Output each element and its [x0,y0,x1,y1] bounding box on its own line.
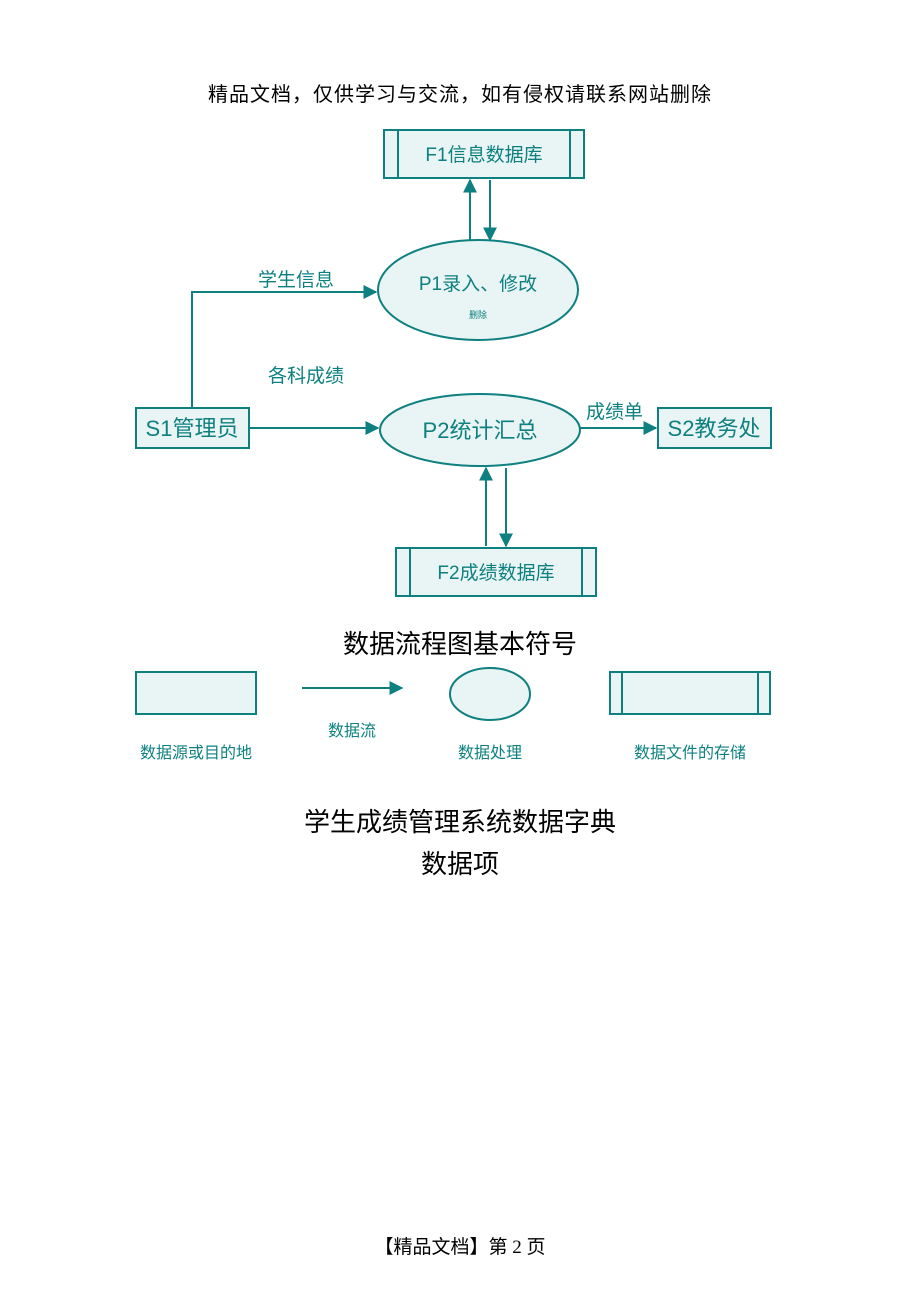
edge-p2-f2 [486,468,506,546]
svg-text:各科成绩: 各科成绩 [268,365,344,387]
node-p2-process: P2统计汇总 [380,394,580,466]
svg-text:F1信息数据库: F1信息数据库 [425,144,542,166]
edge-f1-p1 [470,180,490,240]
legend-process: 数据处理 [450,668,530,762]
section-title: 学生成绩管理系统数据字典 [0,802,920,839]
svg-text:删除: 删除 [469,309,487,320]
svg-text:数据文件的存储: 数据文件的存储 [634,744,746,762]
page: 精品文档，仅供学习与交流，如有侵权请联系网站删除 F1信息数据库 P1录入、修改… [0,0,920,1302]
svg-text:数据流: 数据流 [328,722,376,740]
svg-text:S2教务处: S2教务处 [668,416,761,441]
data-flow-diagram: F1信息数据库 P1录入、修改 删除 S1管理员 P2统计汇总 S2教务处 [0,0,920,620]
subsection-title: 数据项 [0,844,920,881]
legend-diagram: 数据源或目的地 数据流 数据处理 数据文件的存储 [0,658,920,798]
svg-text:F2成绩数据库: F2成绩数据库 [437,562,554,584]
svg-text:数据源或目的地: 数据源或目的地 [140,744,252,762]
legend-entity: 数据源或目的地 [136,672,256,762]
edge-s1-p2: 各科成绩 [249,365,378,428]
legend-title: 数据流程图基本符号 [0,624,920,661]
edge-s1-p1: 学生信息 [192,269,376,408]
svg-text:成绩单: 成绩单 [586,401,643,423]
legend-datastore: 数据文件的存储 [610,672,770,762]
edge-p2-s2: 成绩单 [580,401,656,428]
node-f1-datastore: F1信息数据库 [384,130,584,178]
svg-text:P1录入、修改: P1录入、修改 [419,273,537,295]
node-p1-process: P1录入、修改 删除 [378,240,578,340]
legend-flow: 数据流 [302,688,402,740]
page-footer: 【精品文档】第 2 页 [0,1232,920,1259]
node-s1-entity: S1管理员 [136,408,249,448]
svg-text:S1管理员: S1管理员 [146,416,239,441]
svg-text:P2统计汇总: P2统计汇总 [423,418,538,443]
node-s2-entity: S2教务处 [658,408,771,448]
svg-text:数据处理: 数据处理 [458,744,522,762]
node-f2-datastore: F2成绩数据库 [396,548,596,596]
svg-text:学生信息: 学生信息 [258,269,334,291]
